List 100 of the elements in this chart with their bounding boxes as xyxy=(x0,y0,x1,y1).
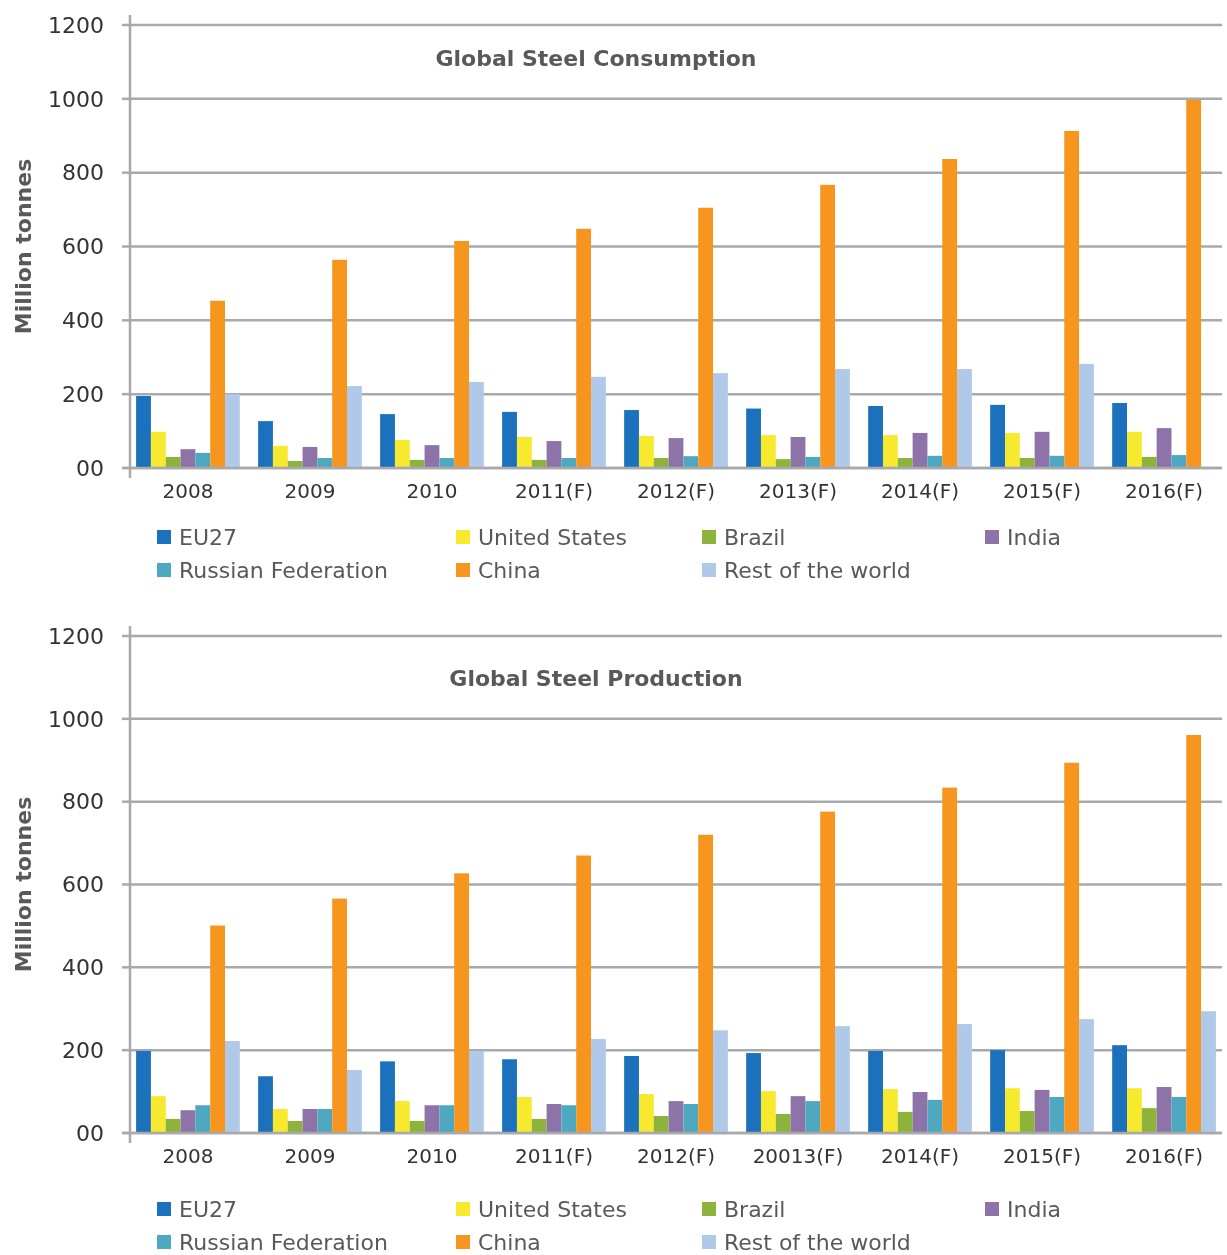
bar xyxy=(1004,432,1020,468)
bar xyxy=(942,787,958,1133)
legend-label: United States xyxy=(478,524,627,550)
bar xyxy=(317,1108,333,1133)
bar xyxy=(713,1030,728,1133)
bar xyxy=(516,436,532,468)
bar xyxy=(790,1096,806,1133)
bar xyxy=(957,1024,972,1133)
y-tick-label: 200 xyxy=(62,1037,104,1063)
bar xyxy=(942,159,958,468)
text: Global Steel Production xyxy=(449,666,743,691)
bar xyxy=(1112,403,1128,468)
bar xyxy=(668,1101,684,1133)
bar xyxy=(775,1113,791,1133)
y-tick-label: 600 xyxy=(62,872,104,898)
bar xyxy=(1201,1011,1216,1133)
bar xyxy=(805,1101,821,1133)
bar xyxy=(272,445,288,468)
bar xyxy=(380,1061,395,1133)
bar xyxy=(957,369,972,468)
bar xyxy=(1034,431,1050,468)
bar xyxy=(897,458,913,468)
bar xyxy=(624,410,639,468)
legend-label: Rest of the world xyxy=(724,1229,911,1255)
bar xyxy=(835,369,850,468)
x-tick-label: 2009 xyxy=(284,1144,336,1168)
bar xyxy=(713,373,728,468)
x-tick-label: 2013(F) xyxy=(759,479,838,503)
x-tick-label: 2010 xyxy=(406,1144,458,1168)
bar xyxy=(1186,734,1202,1133)
x-tick-label: 2015(F) xyxy=(1003,1144,1082,1168)
bar xyxy=(576,855,592,1133)
y-tick-label: 400 xyxy=(62,308,104,334)
bar xyxy=(165,1118,181,1133)
bar xyxy=(136,396,151,468)
x-tick-label: 20013(F) xyxy=(752,1144,844,1168)
bar xyxy=(150,1096,166,1133)
bar xyxy=(180,1110,196,1133)
bar xyxy=(454,240,470,468)
bar xyxy=(760,435,776,468)
bar xyxy=(775,459,791,468)
bar xyxy=(165,456,181,468)
bar xyxy=(332,259,348,468)
bar xyxy=(409,1120,425,1133)
bar xyxy=(653,1116,669,1133)
x-tick-label: 2016(F) xyxy=(1125,479,1204,503)
bar xyxy=(258,421,273,468)
bar xyxy=(1186,99,1202,468)
bar xyxy=(746,408,761,468)
y-tick-label: 800 xyxy=(62,789,104,815)
bar xyxy=(516,1096,532,1133)
bar xyxy=(746,1053,761,1133)
bar xyxy=(835,1026,850,1134)
bar xyxy=(454,873,470,1133)
bar xyxy=(882,1089,898,1133)
legend-label: EU27 xyxy=(179,524,237,550)
bar xyxy=(195,452,211,468)
y-tick-label: 1000 xyxy=(48,86,104,112)
bar xyxy=(1156,1087,1172,1133)
bar xyxy=(897,1111,913,1133)
x-tick-label: 2011(F) xyxy=(514,479,593,503)
bar xyxy=(912,1092,928,1133)
bar xyxy=(469,1050,484,1133)
x-tick-label: 2008 xyxy=(162,479,214,503)
x-tick-label: 2010 xyxy=(406,479,458,503)
bar xyxy=(1127,431,1142,468)
bar xyxy=(272,1108,288,1133)
bar xyxy=(210,925,225,1133)
bar xyxy=(1112,1045,1128,1133)
bar xyxy=(1171,1096,1187,1133)
bar xyxy=(424,445,440,468)
bar xyxy=(424,1105,440,1133)
y-tick-label: 200 xyxy=(62,381,104,407)
bar xyxy=(136,1050,151,1133)
text: Global Steel Consumption xyxy=(435,46,757,71)
legend-label: India xyxy=(1007,524,1061,550)
y-tick-label: 1200 xyxy=(48,12,104,38)
bar xyxy=(698,207,714,468)
x-tick-label: 2009 xyxy=(284,479,336,503)
bar xyxy=(394,439,410,468)
bar xyxy=(760,1091,776,1133)
bar xyxy=(912,432,928,468)
bar xyxy=(1019,458,1035,468)
bar xyxy=(805,456,821,468)
bar xyxy=(790,436,806,468)
legend-label: Brazil xyxy=(724,524,786,550)
bar xyxy=(347,386,362,468)
x-tick-label: 2014(F) xyxy=(881,1144,960,1168)
legend-label: China xyxy=(478,1229,541,1255)
bar xyxy=(868,1050,883,1133)
legend-label: China xyxy=(478,557,541,583)
x-tick-label: 2011(F) xyxy=(514,1144,593,1168)
bar xyxy=(150,431,166,468)
bar xyxy=(380,414,395,468)
y-tick-label: 800 xyxy=(62,160,104,186)
bar xyxy=(469,381,484,468)
bar xyxy=(1064,130,1080,468)
y-tick-label: 400 xyxy=(62,955,104,981)
bar xyxy=(502,411,517,468)
bar xyxy=(224,1041,240,1133)
